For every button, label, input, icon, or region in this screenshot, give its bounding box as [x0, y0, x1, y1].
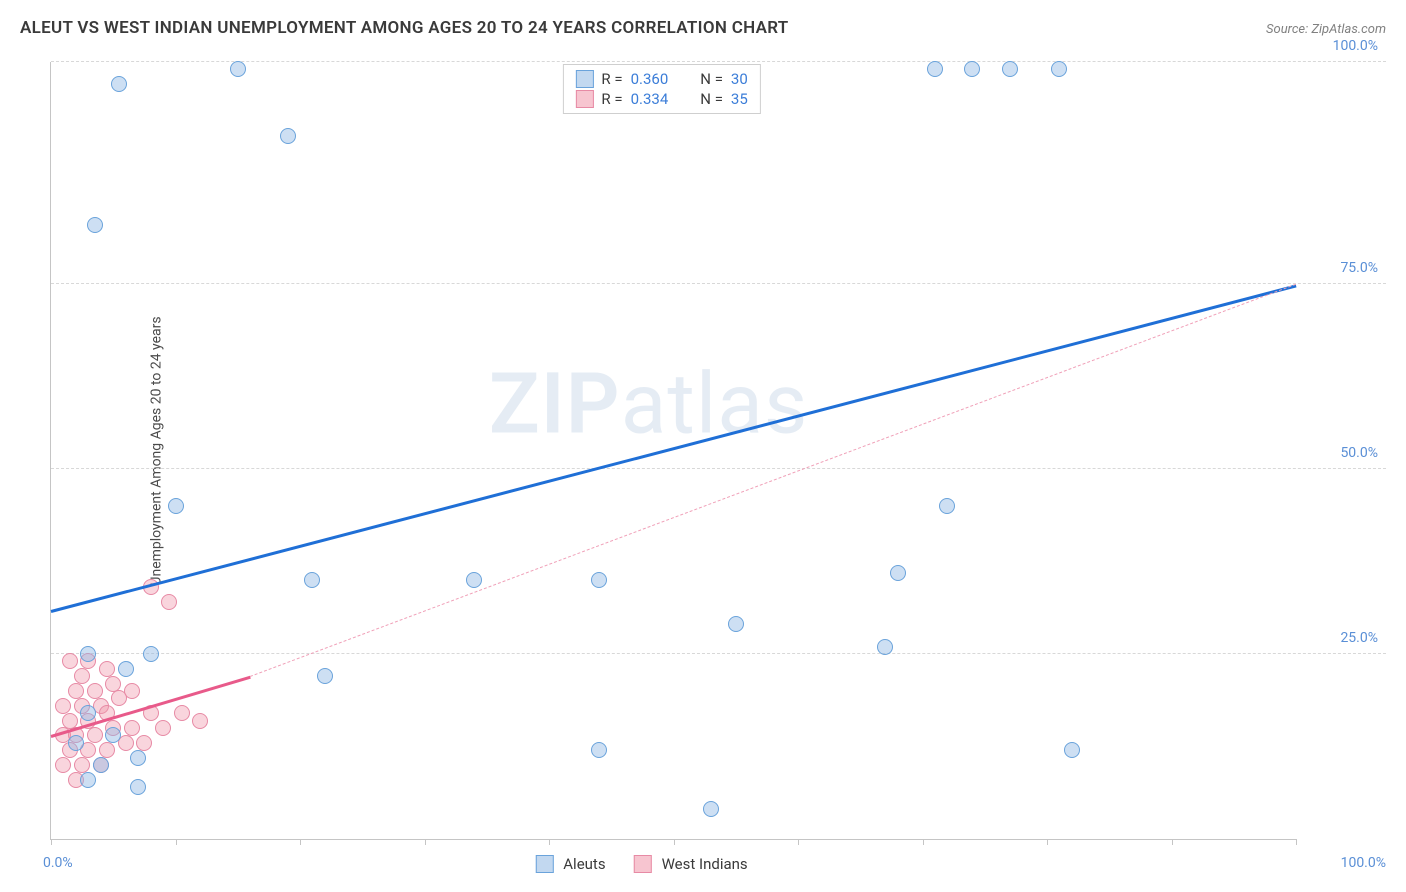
data-point-aleut — [304, 572, 320, 588]
x-tick — [1172, 839, 1173, 845]
data-point-westindian — [62, 653, 78, 669]
legend-n-value: 30 — [731, 70, 748, 88]
data-point-westindian — [136, 735, 152, 751]
legend-swatch — [575, 70, 593, 88]
legend-n-label: N = — [700, 90, 723, 108]
trend-line-aleuts — [51, 284, 1297, 612]
data-point-aleut — [1064, 742, 1080, 758]
data-point-aleut — [80, 772, 96, 788]
data-point-aleut — [111, 76, 127, 92]
data-point-aleut — [105, 727, 121, 743]
data-point-westindian — [74, 757, 90, 773]
x-tick — [549, 839, 550, 845]
x-tick — [798, 839, 799, 845]
y-tick-label: 100.0% — [1333, 38, 1378, 54]
legend-row: R = 0.334 N = 35 — [575, 89, 747, 109]
chart-header: ALEUT VS WEST INDIAN UNEMPLOYMENT AMONG … — [20, 18, 1386, 38]
data-point-aleut — [280, 128, 296, 144]
legend-series-label: West Indians — [662, 855, 748, 873]
legend-n-value: 35 — [731, 90, 748, 108]
y-tick-label: 50.0% — [1340, 445, 1378, 461]
data-point-aleut — [87, 217, 103, 233]
legend-r-label: R = — [601, 90, 622, 108]
x-tick — [425, 839, 426, 845]
data-point-westindian — [111, 690, 127, 706]
data-point-aleut — [68, 735, 84, 751]
data-point-aleut — [130, 750, 146, 766]
data-point-aleut — [80, 646, 96, 662]
data-point-aleut — [1051, 61, 1067, 77]
gridline — [51, 61, 1386, 62]
data-point-westindian — [87, 727, 103, 743]
data-point-aleut — [890, 565, 906, 581]
data-point-aleut — [964, 61, 980, 77]
x-tick — [176, 839, 177, 845]
source-attribution: Source: ZipAtlas.com — [1266, 22, 1386, 37]
source-prefix: Source: — [1266, 22, 1311, 37]
correlation-legend: R = 0.360 N = 30 R = 0.334 N = 35 — [562, 64, 760, 114]
plot-region: ZIPatlas R =0.360N =30R =0.334N =35 0.0%… — [50, 62, 1296, 840]
data-point-aleut — [591, 742, 607, 758]
legend-swatch — [535, 855, 553, 873]
x-tick — [51, 839, 52, 845]
data-point-westindian — [192, 713, 208, 729]
legend-r-label: R = — [601, 70, 622, 88]
x-tick — [923, 839, 924, 845]
source-name: ZipAtlas.com — [1311, 22, 1386, 37]
chart-area: Unemployment Among Ages 20 to 24 years Z… — [50, 62, 1386, 840]
y-tick-label: 25.0% — [1340, 630, 1378, 646]
data-point-westindian — [68, 683, 84, 699]
data-point-westindian — [161, 594, 177, 610]
data-point-aleut — [168, 498, 184, 514]
data-point-westindian — [74, 668, 90, 684]
data-point-westindian — [174, 705, 190, 721]
x-tick — [674, 839, 675, 845]
y-tick-label: 75.0% — [1340, 260, 1378, 276]
legend-swatch — [575, 90, 593, 108]
data-point-westindian — [105, 676, 121, 692]
trend-line-westindians-dashed — [250, 284, 1296, 677]
x-tick — [1047, 839, 1048, 845]
legend-series-label: Aleuts — [563, 855, 605, 873]
data-point-aleut — [877, 639, 893, 655]
legend-swatch — [634, 855, 652, 873]
legend-row: R = 0.360 N = 30 — [575, 69, 747, 89]
data-point-aleut — [143, 646, 159, 662]
watermark-bold: ZIP — [489, 354, 621, 453]
data-point-westindian — [155, 720, 171, 736]
data-point-aleut — [927, 61, 943, 77]
chart-title: ALEUT VS WEST INDIAN UNEMPLOYMENT AMONG … — [20, 18, 789, 38]
legend-n-label: N = — [700, 70, 723, 88]
legend-r-value: 0.360 — [631, 70, 669, 88]
x-axis-max-label: 100.0% — [1341, 855, 1386, 871]
data-point-aleut — [703, 801, 719, 817]
gridline — [51, 283, 1386, 284]
data-point-westindian — [99, 742, 115, 758]
legend-r-value: 0.334 — [631, 90, 669, 108]
data-point-aleut — [591, 572, 607, 588]
x-axis-min-label: 0.0% — [43, 855, 73, 871]
data-point-westindian — [62, 713, 78, 729]
data-point-aleut — [728, 616, 744, 632]
x-tick — [300, 839, 301, 845]
data-point-aleut — [1002, 61, 1018, 77]
data-point-aleut — [939, 498, 955, 514]
data-point-aleut — [317, 668, 333, 684]
data-point-westindian — [55, 757, 71, 773]
data-point-aleut — [118, 661, 134, 677]
data-point-aleut — [80, 705, 96, 721]
gridline — [51, 653, 1386, 654]
data-point-aleut — [93, 757, 109, 773]
data-point-aleut — [230, 61, 246, 77]
gridline — [51, 468, 1386, 469]
data-point-westindian — [55, 698, 71, 714]
x-tick — [1296, 839, 1297, 845]
data-point-aleut — [130, 779, 146, 795]
data-point-westindian — [124, 720, 140, 736]
data-point-westindian — [99, 661, 115, 677]
series-legend: Aleuts West Indians — [535, 855, 765, 873]
watermark: ZIPatlas — [489, 354, 809, 453]
data-point-westindian — [87, 683, 103, 699]
data-point-aleut — [466, 572, 482, 588]
